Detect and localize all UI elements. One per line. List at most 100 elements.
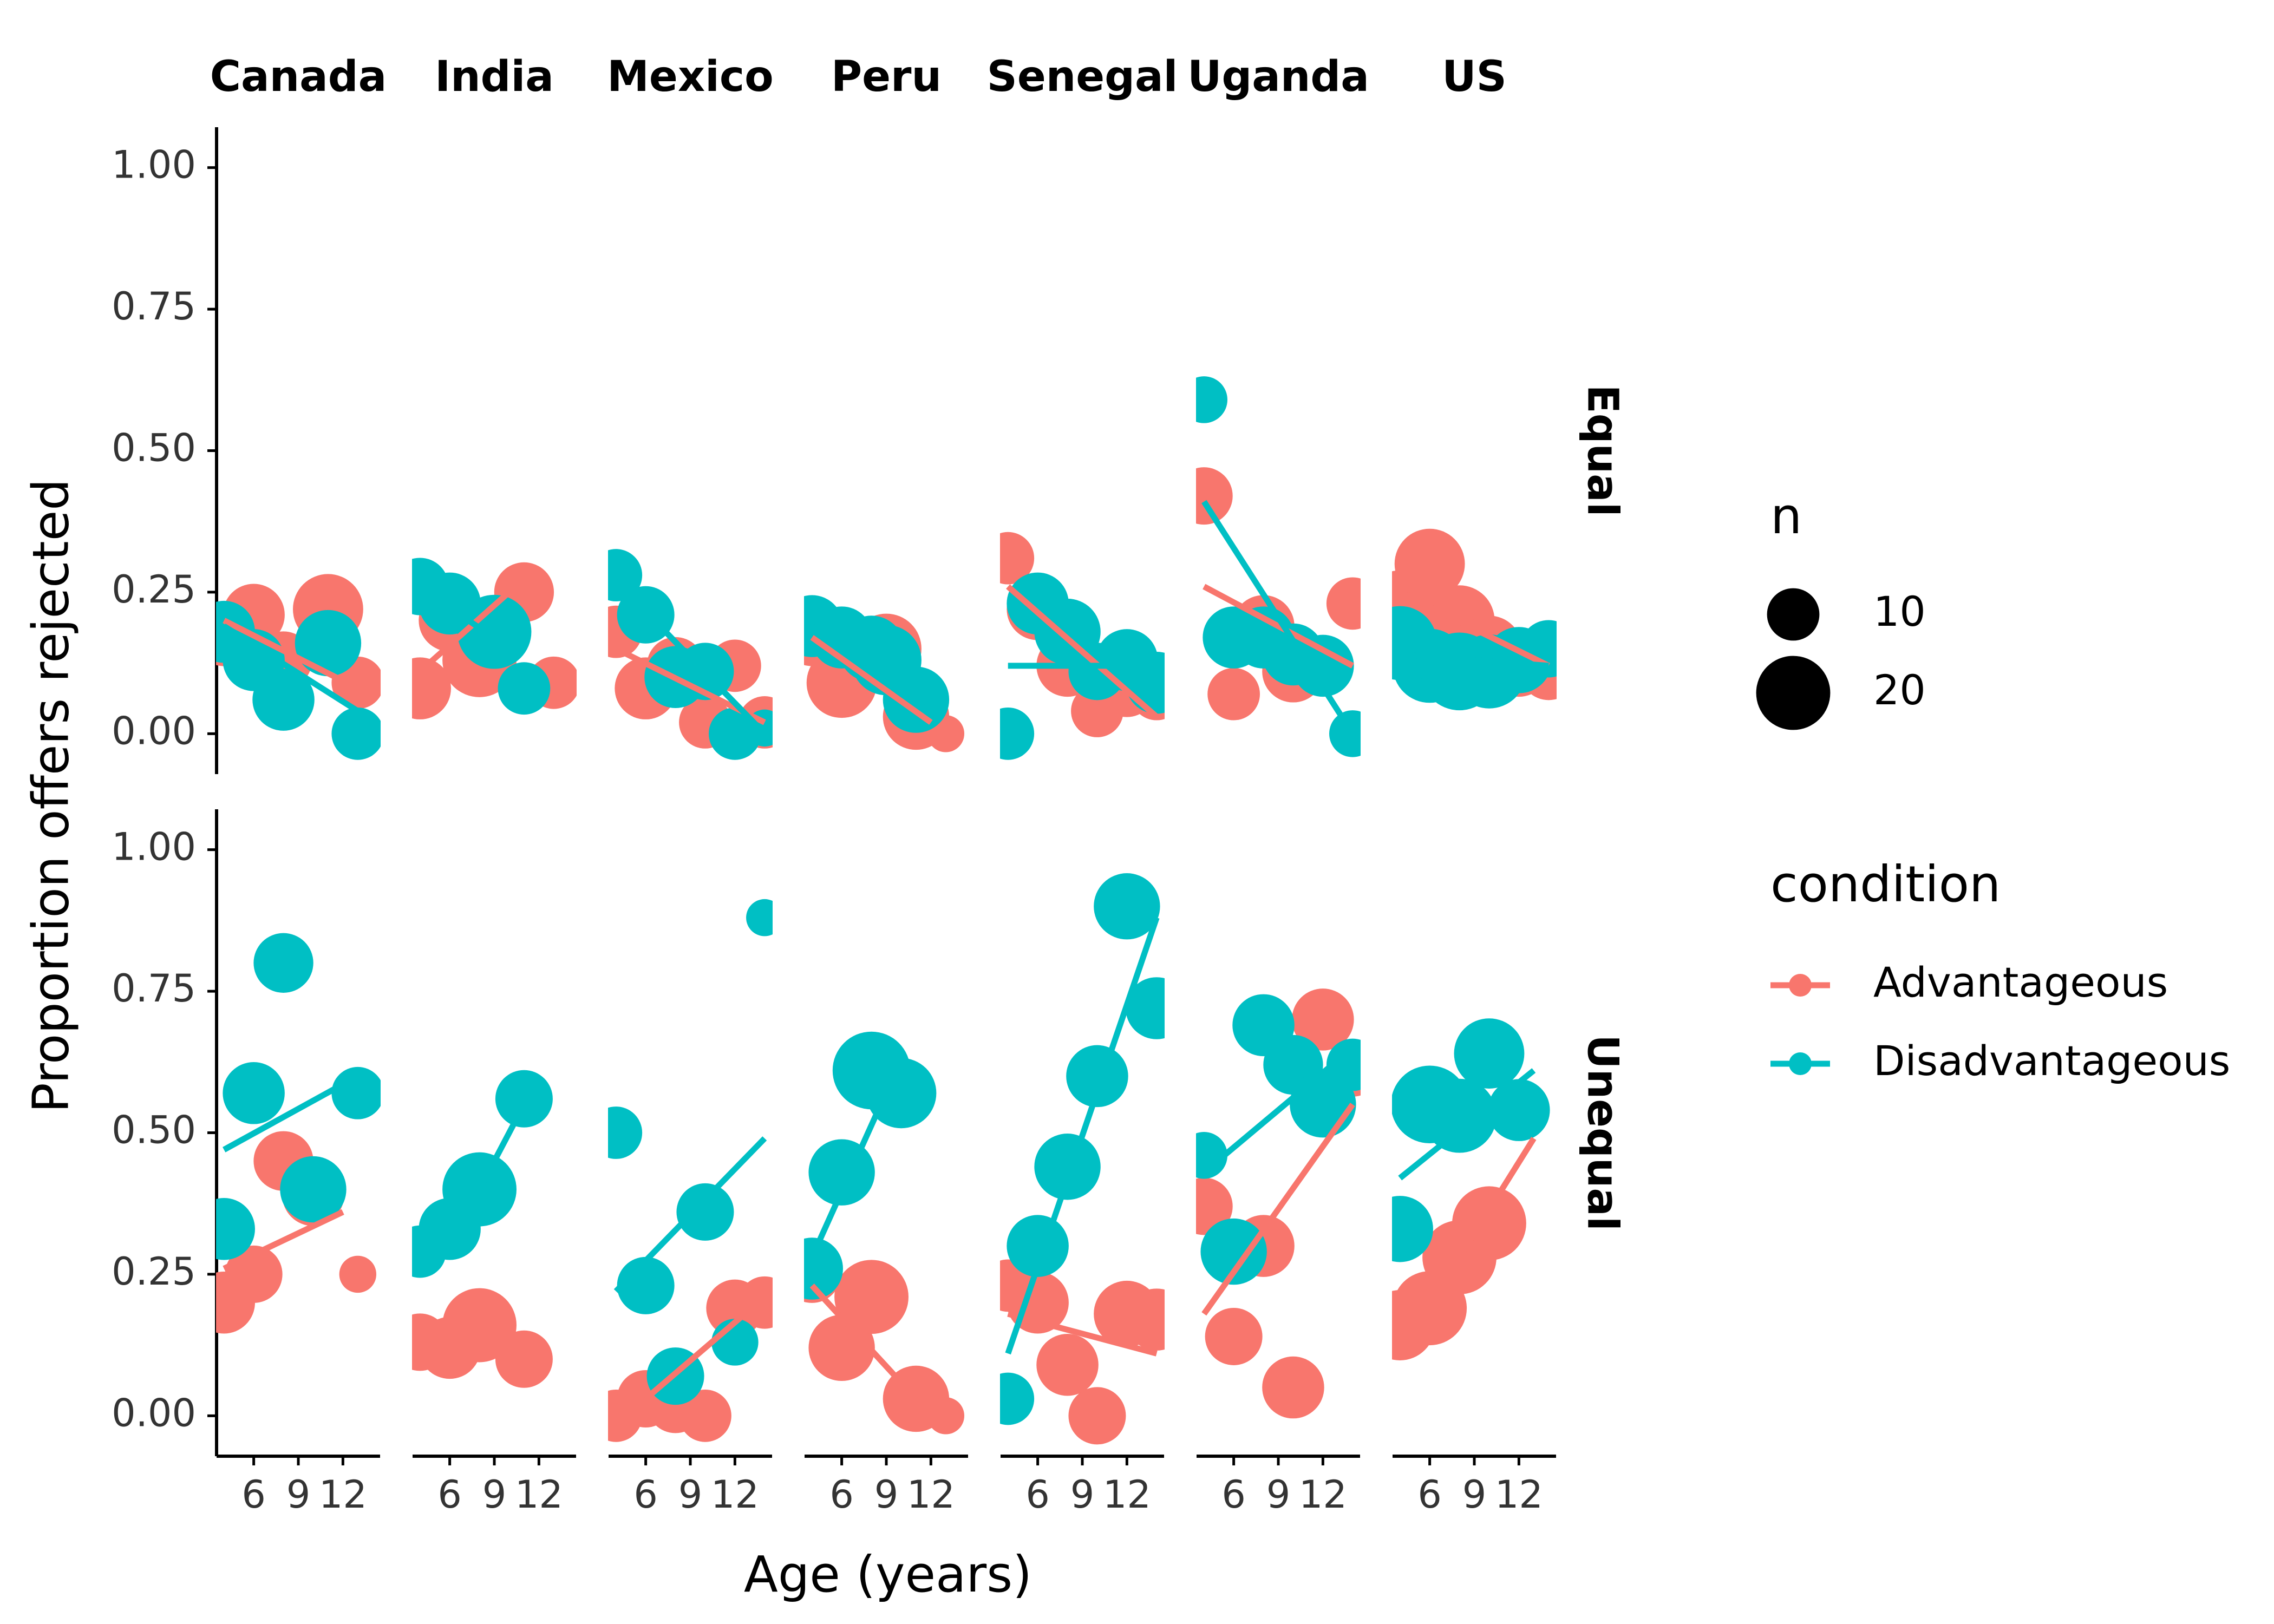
panel-plot-area <box>1392 528 1557 711</box>
point-disadvantageous <box>1392 1196 1433 1262</box>
point-disadvantageous <box>252 669 315 731</box>
point-advantageous <box>1196 467 1233 525</box>
fit-line-advantageous <box>1456 1137 1537 1259</box>
point-advantageous <box>1207 667 1260 721</box>
panel-plot-area <box>608 899 773 1442</box>
point-disadvantageous <box>331 1066 381 1119</box>
legend-condition-point <box>1789 974 1812 997</box>
legend-condition-point <box>1789 1052 1812 1075</box>
point-advantageous <box>339 1255 377 1293</box>
point-disadvantageous <box>216 1198 255 1260</box>
panel-plot-area <box>216 933 381 1334</box>
panel-unequal-india <box>412 1070 553 1388</box>
fit-line-disadvantageous <box>418 584 511 651</box>
row-strip-label-equal: Equal <box>1578 384 1627 516</box>
panel-unequal-uganda <box>1196 988 1361 1419</box>
strip-label-us: US <box>1442 53 1507 101</box>
fit-line-disadvantageous <box>1005 916 1160 1355</box>
panel-unequal-mexico <box>608 899 773 1442</box>
point-disadvantageous <box>676 1183 734 1241</box>
point-advantageous <box>679 1389 731 1442</box>
panel-plot-area <box>1000 532 1165 760</box>
legend-size-key <box>1756 656 1831 730</box>
panel-plot-area <box>1392 1018 1550 1360</box>
panel-unequal-peru <box>804 1031 965 1435</box>
point-disadvantageous <box>1200 1218 1267 1285</box>
point-advantageous <box>1000 532 1035 585</box>
point-disadvantageous <box>804 1237 843 1300</box>
fit-line-advantageous <box>809 1284 918 1401</box>
x-tick-label: 12 <box>319 1472 367 1517</box>
fit-line-advantageous <box>223 618 360 691</box>
point-disadvantageous <box>280 1156 347 1223</box>
fit-line-disadvantageous <box>1398 1068 1536 1181</box>
fit-line-advantageous <box>418 590 512 674</box>
y-tick-label: 0.50 <box>112 1108 196 1152</box>
point-disadvantageous <box>608 549 643 601</box>
panel-equal-senegal <box>1000 532 1165 760</box>
fit-line-disadvantageous <box>1201 500 1355 736</box>
fit-line-advantageous <box>1201 1103 1355 1316</box>
panel-equal-canada <box>216 574 381 760</box>
fit-line-disadvantageous <box>613 1136 767 1294</box>
point-advantageous <box>1394 528 1465 599</box>
legend-condition-label: Advantageous <box>1873 958 2168 1006</box>
panel-equal-mexico <box>608 549 773 760</box>
fit-line-disadvantageous <box>223 1073 360 1152</box>
point-disadvantageous <box>1034 1134 1101 1200</box>
point-disadvantageous <box>1094 873 1160 940</box>
point-advantageous <box>1126 1288 1165 1351</box>
fit-line-disadvantageous <box>809 1058 904 1259</box>
point-advantageous <box>412 657 451 719</box>
strip-label-mexico: Mexico <box>607 53 773 101</box>
point-disadvantageous <box>495 1070 553 1128</box>
point-disadvantageous <box>1126 651 1165 714</box>
y-tick-label: 0.00 <box>112 1391 196 1435</box>
panel-plot-area <box>412 1070 553 1388</box>
point-advantageous <box>495 1330 553 1388</box>
point-disadvantageous <box>498 662 551 715</box>
point-disadvantageous <box>1488 1079 1550 1141</box>
x-tick-label: 12 <box>907 1472 955 1517</box>
point-disadvantageous <box>1196 376 1227 423</box>
fit-line-disadvantageous <box>476 1103 527 1191</box>
fit-line-advantageous <box>223 1209 344 1272</box>
point-advantageous <box>442 1288 517 1363</box>
fit-line-disadvantageous <box>810 624 933 708</box>
point-disadvantageous <box>223 1062 285 1124</box>
point-advantageous <box>738 1276 773 1329</box>
legend-size-title: n <box>1770 487 1802 545</box>
point-disadvantageous <box>1196 1132 1227 1179</box>
fit-line-disadvantageous <box>1400 651 1549 669</box>
row-strip-label-unequal: Unequal <box>1578 1034 1627 1231</box>
strip-label-senegal: Senegal <box>987 53 1178 101</box>
panel-plot-area <box>804 1031 965 1435</box>
point-advantageous <box>1292 988 1354 1051</box>
x-tick-label: 9 <box>286 1472 311 1517</box>
point-disadvantageous <box>253 933 313 993</box>
x-tick-label: 12 <box>515 1472 563 1517</box>
point-advantageous <box>1068 1387 1126 1445</box>
panel-plot-area <box>412 558 577 719</box>
y-tick-label: 0.00 <box>112 709 196 753</box>
fit-line-advantageous <box>1006 584 1159 719</box>
point-disadvantageous <box>457 594 532 669</box>
x-tick-label: 12 <box>711 1472 759 1517</box>
panel-plot-area <box>1196 988 1361 1419</box>
y-tick-label: 0.25 <box>112 1249 196 1294</box>
panel-plot-area <box>1000 873 1165 1445</box>
legend-condition-title: condition <box>1770 855 2001 913</box>
panel-unequal-senegal <box>1000 873 1165 1445</box>
x-tick-label: 6 <box>437 1472 462 1517</box>
x-tick-label: 6 <box>241 1472 266 1517</box>
panel-plot-area <box>804 595 965 752</box>
panel-equal-us <box>1392 528 1557 711</box>
x-tick-label: 9 <box>874 1472 899 1517</box>
fit-line-disadvantageous <box>613 579 767 736</box>
x-tick-label: 9 <box>1070 1472 1095 1517</box>
x-tick-label: 12 <box>1495 1472 1543 1517</box>
point-disadvantageous <box>331 707 381 760</box>
y-tick-label: 0.75 <box>112 966 196 1011</box>
strip-label-peru: Peru <box>831 53 942 101</box>
y-tick-label: 1.00 <box>112 825 196 869</box>
